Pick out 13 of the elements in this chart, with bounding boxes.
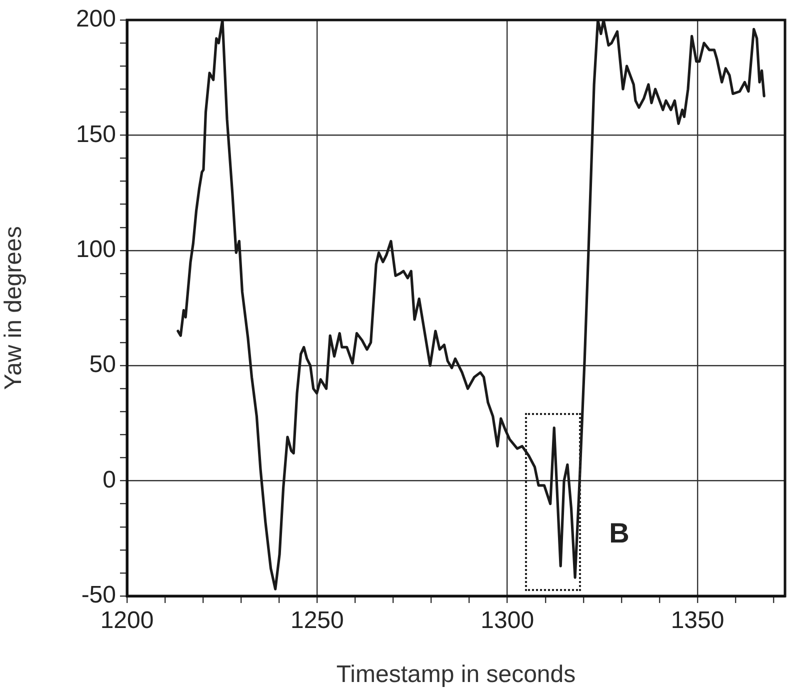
y-tick-label: 150 — [76, 120, 116, 148]
annotation: B — [609, 518, 630, 549]
y-axis-title: Yaw in degrees — [0, 226, 28, 390]
x-tick-label: 1300 — [480, 607, 534, 634]
x-tick-label: 1250 — [290, 607, 344, 634]
y-tick-label: -50 — [81, 582, 116, 609]
x-axis-title: Timestamp in seconds — [336, 661, 576, 688]
x-tick-label: 1350 — [670, 607, 724, 634]
y-tick-label: 100 — [76, 236, 116, 264]
y-tick-label: 50 — [89, 351, 116, 378]
y-tick-label: 200 — [76, 6, 116, 33]
y-tick-label: 0 — [102, 466, 116, 494]
x-tick-label: 1200 — [100, 607, 154, 634]
